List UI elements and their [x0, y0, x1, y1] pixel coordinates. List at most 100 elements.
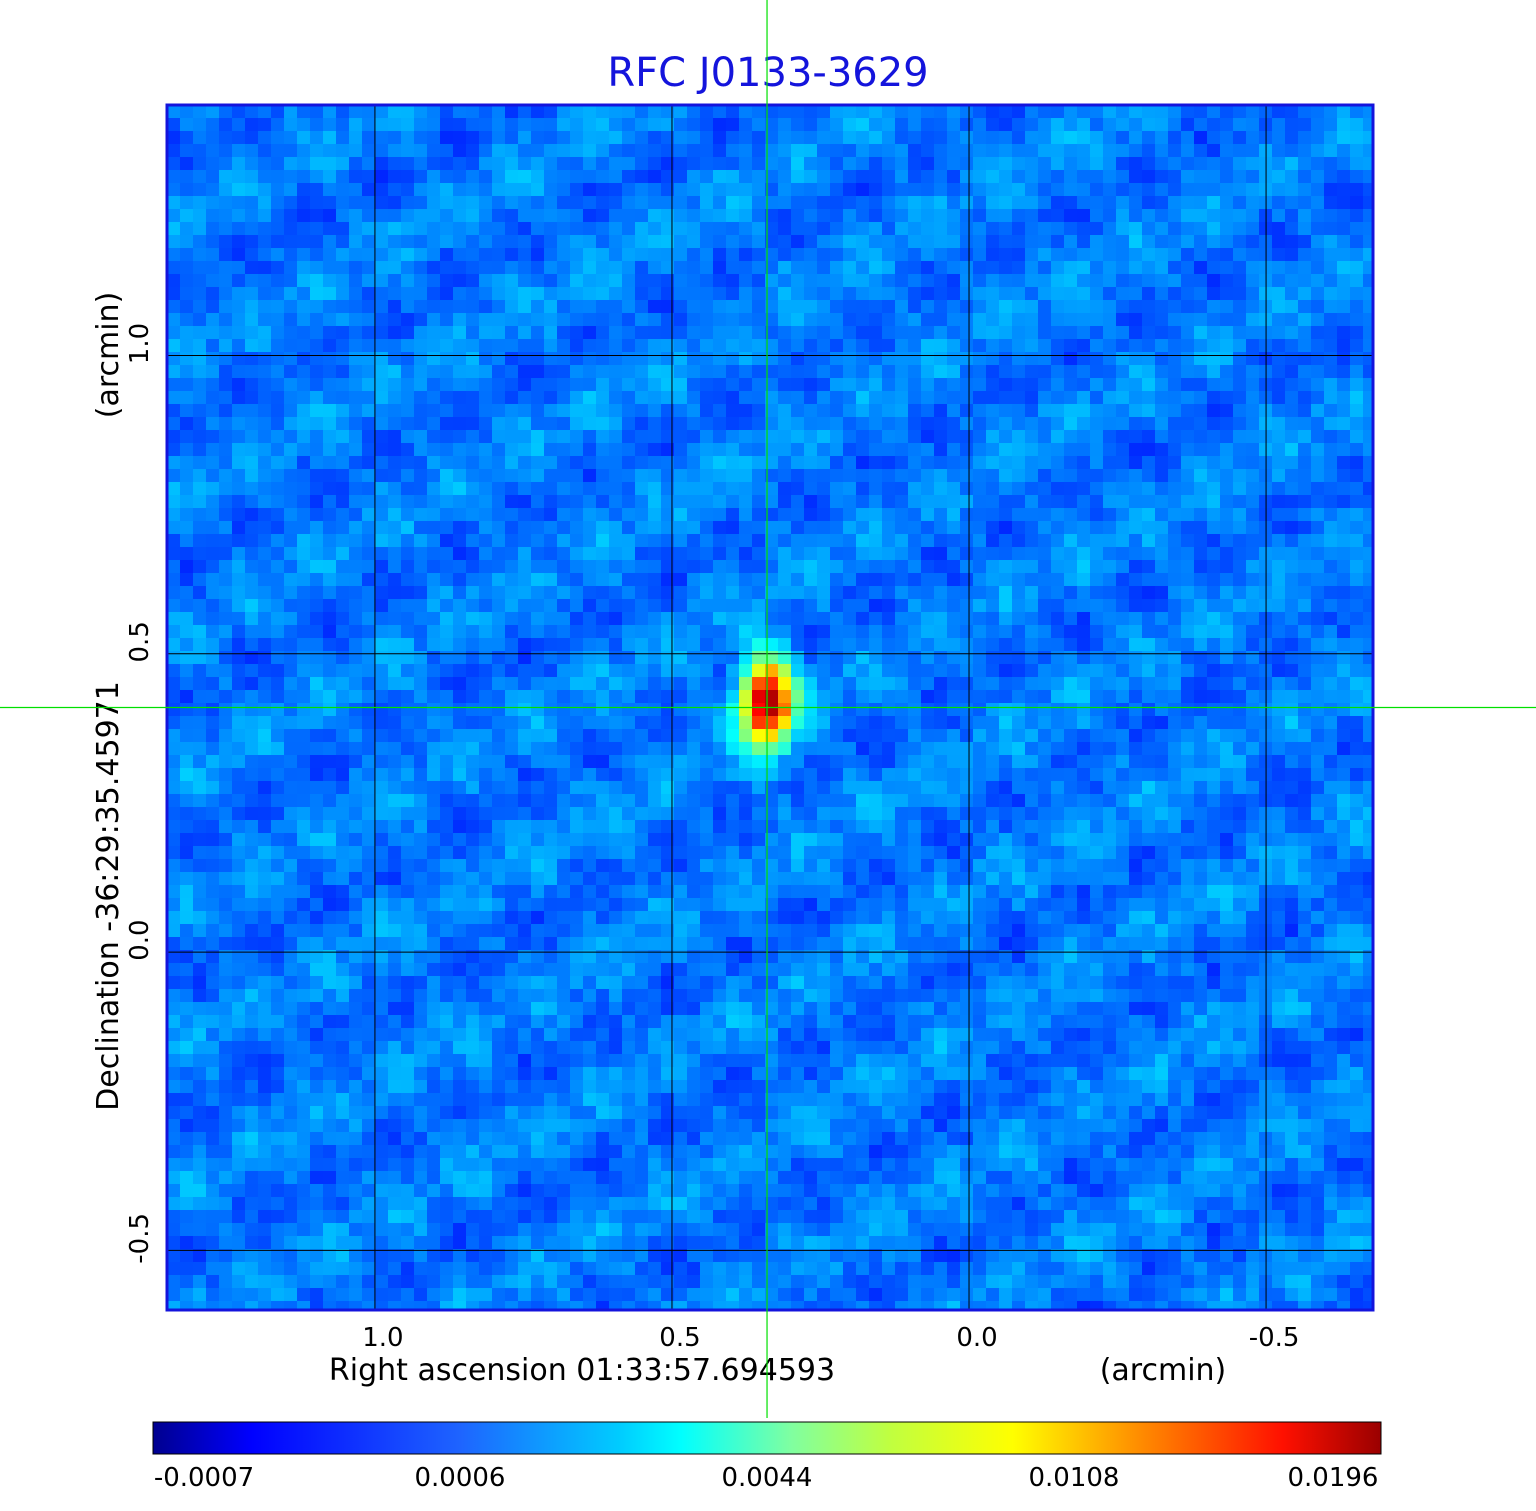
heatmap-cell	[1038, 261, 1052, 275]
heatmap-cell	[492, 131, 506, 145]
heatmap-cell	[401, 586, 415, 600]
heatmap-cell	[1272, 144, 1286, 158]
heatmap-cell	[167, 248, 181, 262]
heatmap-cell	[908, 118, 922, 132]
heatmap-cell	[180, 144, 194, 158]
heatmap-cell	[167, 573, 181, 587]
heatmap-cell	[1337, 742, 1351, 756]
heatmap-cell	[1324, 300, 1338, 314]
heatmap-cell	[271, 456, 285, 470]
heatmap-cell	[427, 443, 441, 457]
heatmap-cell	[440, 651, 454, 665]
heatmap-cell	[622, 586, 636, 600]
heatmap-cell	[830, 105, 844, 119]
heatmap-cell	[1181, 508, 1195, 522]
heatmap-cell	[167, 456, 181, 470]
heatmap-cell	[1285, 781, 1299, 795]
heatmap-cell	[453, 716, 467, 730]
heatmap-cell	[1233, 599, 1247, 613]
heatmap-cell	[947, 378, 961, 392]
heatmap-cell	[232, 794, 246, 808]
heatmap-cell	[934, 287, 948, 301]
heatmap-cell	[284, 625, 298, 639]
heatmap-cell	[765, 495, 779, 509]
heatmap-cell	[778, 326, 792, 340]
heatmap-cell	[1090, 482, 1104, 496]
heatmap-cell	[1155, 326, 1169, 340]
heatmap-cell	[1116, 482, 1130, 496]
heatmap-cell	[1350, 690, 1364, 704]
heatmap-cell	[310, 443, 324, 457]
heatmap-cell	[1207, 482, 1221, 496]
heatmap-cell	[648, 547, 662, 561]
heatmap-cell	[427, 339, 441, 353]
heatmap-cell	[245, 755, 259, 769]
heatmap-cell	[609, 677, 623, 691]
heatmap-cell	[414, 651, 428, 665]
heatmap-cell	[687, 560, 701, 574]
heatmap-cell	[505, 638, 519, 652]
heatmap-cell	[609, 274, 623, 288]
heatmap-cell	[960, 560, 974, 574]
heatmap-cell	[492, 482, 506, 496]
heatmap-cell	[1103, 365, 1117, 379]
heatmap-cell	[479, 404, 493, 418]
heatmap-cell	[999, 313, 1013, 327]
heatmap-cell	[635, 313, 649, 327]
heatmap-cell	[1194, 157, 1208, 171]
heatmap-cell	[1155, 313, 1169, 327]
heatmap-cell	[1064, 677, 1078, 691]
heatmap-cell	[492, 495, 506, 509]
heatmap-cell	[375, 651, 389, 665]
heatmap-cell	[544, 586, 558, 600]
heatmap-cell	[349, 300, 363, 314]
heatmap-cell	[1207, 508, 1221, 522]
heatmap-cell	[440, 703, 454, 717]
heatmap-cell	[973, 755, 987, 769]
heatmap-cell	[726, 339, 740, 353]
heatmap-cell	[1155, 586, 1169, 600]
heatmap-cell	[284, 612, 298, 626]
heatmap-cell	[245, 794, 259, 808]
heatmap-cell	[414, 560, 428, 574]
heatmap-cell	[1142, 144, 1156, 158]
heatmap-cell	[1350, 768, 1364, 782]
heatmap-cell	[804, 313, 818, 327]
heatmap-cell	[440, 105, 454, 119]
heatmap-cell	[1038, 144, 1052, 158]
heatmap-cell	[1051, 365, 1065, 379]
heatmap-cell	[726, 742, 740, 756]
heatmap-cell	[1090, 443, 1104, 457]
heatmap-cell	[1090, 222, 1104, 236]
heatmap-cell	[1025, 625, 1039, 639]
heatmap-cell	[1077, 638, 1091, 652]
heatmap-cell	[921, 404, 935, 418]
heatmap-cell	[908, 287, 922, 301]
heatmap-cell	[479, 326, 493, 340]
heatmap-cell	[1142, 430, 1156, 444]
heatmap-cell	[1233, 248, 1247, 262]
heatmap-cell	[310, 352, 324, 366]
heatmap-cell	[1363, 105, 1374, 119]
heatmap-cell	[960, 235, 974, 249]
heatmap-cell	[453, 573, 467, 587]
heatmap-cell	[1363, 456, 1374, 470]
heatmap-cell	[661, 508, 675, 522]
heatmap-cell	[713, 469, 727, 483]
heatmap-cell	[752, 131, 766, 145]
heatmap-cell	[843, 352, 857, 366]
heatmap-cell	[1129, 612, 1143, 626]
heatmap-cell	[973, 118, 987, 132]
heatmap-cell	[1181, 651, 1195, 665]
heatmap-cell	[323, 235, 337, 249]
heatmap-cell	[635, 469, 649, 483]
heatmap-cell	[1272, 781, 1286, 795]
heatmap-cell	[1077, 469, 1091, 483]
heatmap-cell	[1116, 729, 1130, 743]
heatmap-cell	[427, 326, 441, 340]
heatmap-cell	[960, 287, 974, 301]
heatmap-cell	[1233, 781, 1247, 795]
heatmap-cell	[1181, 703, 1195, 717]
heatmap-cell	[986, 235, 1000, 249]
heatmap-cell	[661, 261, 675, 275]
